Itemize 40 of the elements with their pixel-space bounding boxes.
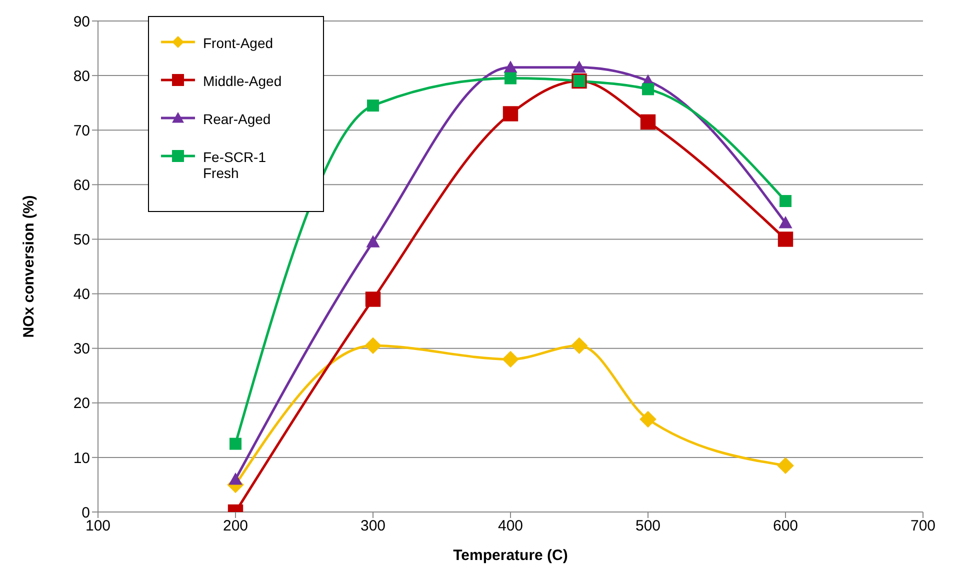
x-tick-label: 400: [498, 518, 524, 535]
x-tick-label: 200: [222, 518, 248, 535]
y-tick-label: 80: [73, 68, 90, 85]
y-tick-label: 60: [73, 176, 90, 194]
point: [572, 60, 586, 73]
point: [367, 100, 379, 112]
point: [504, 72, 516, 84]
y-tick-label: 30: [73, 340, 90, 358]
y-axis-title: NOx conversion (%): [20, 195, 38, 338]
point: [228, 472, 242, 485]
point: [230, 438, 242, 450]
x-tick-label: 600: [772, 518, 798, 535]
y-tick-label: 50: [73, 232, 90, 249]
point: [778, 232, 794, 247]
x-tick-label: 700: [910, 518, 936, 535]
point: [365, 292, 381, 307]
legend-label: Fe-SCR-1 Fresh: [203, 149, 268, 181]
point: [640, 410, 656, 428]
x-axis-title: Temperature (C): [453, 547, 568, 564]
y-tick-label: 10: [73, 450, 90, 467]
legend-label: Middle-Aged: [203, 73, 283, 89]
point: [366, 235, 380, 248]
point: [778, 216, 792, 228]
point: [642, 83, 654, 96]
y-tick-label: 70: [73, 122, 90, 140]
point: [777, 457, 794, 474]
legend-label: Front-Aged: [203, 35, 274, 51]
y-tick-label: 90: [73, 13, 90, 30]
point: [364, 337, 382, 354]
point: [640, 114, 656, 130]
point: [780, 195, 792, 208]
point: [502, 106, 518, 122]
x-tick-label: 500: [635, 518, 661, 535]
point: [570, 337, 588, 354]
legend-label: Rear-Aged: [203, 111, 272, 127]
x-tick-label: 300: [360, 518, 386, 535]
point: [504, 60, 518, 73]
y-tick-label: 20: [73, 395, 90, 412]
point: [502, 350, 519, 368]
y-tick-label: 40: [73, 286, 90, 304]
